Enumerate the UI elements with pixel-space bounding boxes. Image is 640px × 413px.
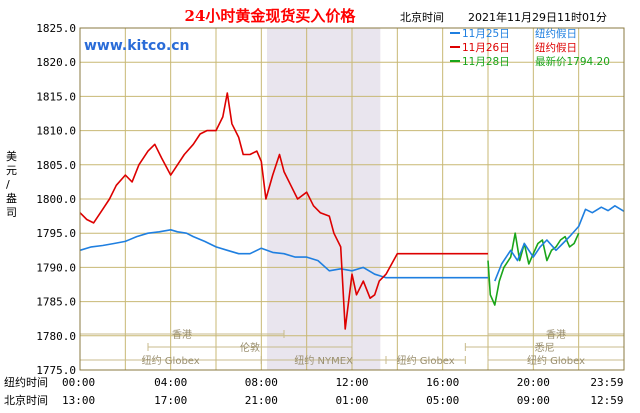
- timezone-label: 北京时间: [400, 10, 444, 24]
- y-tick-label: 1790.0: [36, 261, 76, 274]
- session-label: 纽约 Globex: [527, 354, 585, 367]
- x-tick-label-bj: 05:00: [426, 394, 459, 407]
- session-label: 香港: [172, 329, 192, 341]
- chart-title: 24小时黄金现货买入价格: [185, 7, 357, 25]
- y-tick-label: 1825.0: [36, 22, 76, 35]
- y-tick-label: 1805.0: [36, 159, 76, 172]
- y-tick-label: 1785.0: [36, 296, 76, 309]
- x-tick-label-ny: 08:00: [245, 376, 278, 389]
- x-tick-label-ny: 12:00: [335, 376, 368, 389]
- y-tick-label: 1780.0: [36, 330, 76, 343]
- x-tick-label-ny: 23:59: [590, 376, 623, 389]
- x-tick-label-ny: 00:00: [62, 376, 95, 389]
- x-tick-label-ny: 20:00: [517, 376, 550, 389]
- legend-note: 纽约假日: [535, 41, 577, 54]
- series-line-3: [494, 205, 625, 282]
- legend-note: 最新价1794.20: [535, 55, 610, 68]
- session-label: 香港: [546, 329, 566, 341]
- x-row1-label: 纽约时间: [4, 375, 48, 389]
- series-line-0: [79, 229, 488, 279]
- x-tick-label-bj: 12:59: [590, 394, 623, 407]
- legend-date: 11月26日: [462, 42, 510, 54]
- series-line-2: [487, 232, 580, 306]
- x-tick-label-bj: 01:00: [335, 394, 368, 407]
- x-tick-label-ny: 04:00: [154, 376, 187, 389]
- x-tick-label-bj: 09:00: [517, 394, 550, 407]
- x-tick-label-bj: 17:00: [154, 394, 187, 407]
- watermark-url: www.kitco.cn: [84, 38, 190, 54]
- x-tick-label-ny: 16:00: [426, 376, 459, 389]
- legend-date: 11月25日: [462, 28, 510, 40]
- y-tick-label: 1800.0: [36, 193, 76, 206]
- x-tick-label-bj: 21:00: [245, 394, 278, 407]
- legend-note: 纽约假日: [535, 27, 577, 40]
- session-label: 纽约 Globex: [142, 354, 200, 367]
- y-axis-label: 美元/盎司: [6, 150, 17, 219]
- x-tick-label-bj: 13:00: [62, 394, 95, 407]
- session-label: 纽约 Globex: [397, 354, 455, 367]
- timestamp: 2021年11月29日11时01分: [468, 10, 607, 24]
- y-tick-label: 1810.0: [36, 125, 76, 138]
- y-tick-label: 1775.0: [36, 364, 76, 377]
- y-tick-label: 1815.0: [36, 90, 76, 103]
- series-line-1: [79, 92, 488, 330]
- x-row2-label: 北京时间: [4, 393, 48, 407]
- session-label: 纽约 NYMEX: [294, 354, 353, 367]
- y-tick-label: 1820.0: [36, 56, 76, 69]
- session-label: 悉尼: [535, 342, 555, 354]
- plot-frame: [79, 27, 625, 371]
- y-tick-label: 1795.0: [36, 227, 76, 240]
- session-label: 伦敦: [240, 341, 260, 354]
- legend-date: 11月28日: [462, 56, 510, 68]
